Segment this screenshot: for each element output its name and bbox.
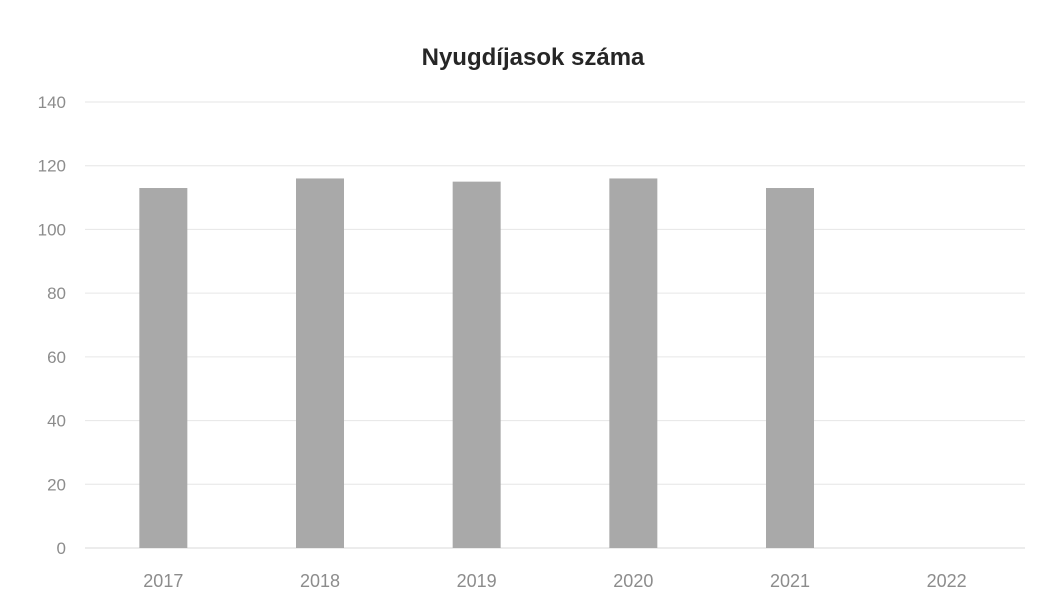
bar-2019 bbox=[452, 181, 501, 548]
y-axis-tick-labels: 0 20 40 60 80 100 120 140 bbox=[38, 93, 66, 558]
chart-title: Nyugdíjasok száma bbox=[422, 44, 645, 71]
x-tick-label-2022: 2022 bbox=[927, 571, 967, 591]
y-tick-label: 80 bbox=[47, 284, 66, 303]
y-tick-label: 60 bbox=[47, 348, 66, 367]
bar-2017 bbox=[139, 188, 188, 548]
y-tick-label: 140 bbox=[38, 93, 66, 112]
bars bbox=[139, 178, 814, 548]
gridlines bbox=[85, 101, 1025, 549]
y-tick-label: 120 bbox=[38, 157, 66, 176]
y-tick-label: 40 bbox=[47, 412, 66, 431]
bar-2021 bbox=[766, 188, 814, 548]
x-axis-tick-labels: 2017 2018 2019 2020 2021 2022 bbox=[143, 571, 966, 591]
x-tick-label-2020: 2020 bbox=[613, 571, 653, 591]
x-tick-label-2019: 2019 bbox=[457, 571, 497, 591]
y-tick-label: 100 bbox=[38, 220, 66, 239]
bar-2020 bbox=[609, 178, 658, 548]
x-tick-label-2021: 2021 bbox=[770, 571, 810, 591]
y-tick-label: 0 bbox=[57, 539, 66, 558]
x-tick-label-2018: 2018 bbox=[300, 571, 340, 591]
x-tick-label-2017: 2017 bbox=[143, 571, 183, 591]
y-tick-label: 20 bbox=[47, 475, 66, 494]
bar-2018 bbox=[296, 178, 344, 548]
